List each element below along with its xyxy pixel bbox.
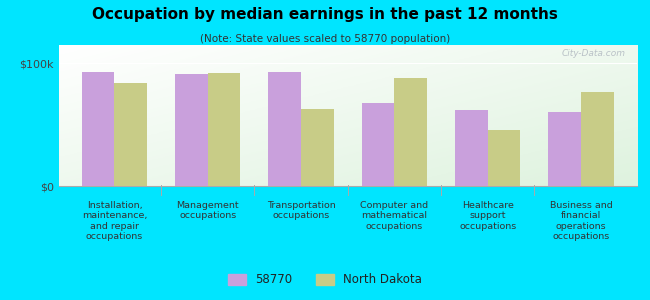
Bar — [362, 103, 395, 186]
Text: Healthcare
support
occupations: Healthcare support occupations — [459, 201, 516, 231]
Text: Business and
financial
operations
occupations: Business and financial operations occupa… — [550, 201, 612, 241]
Bar — [581, 92, 614, 186]
Bar — [488, 130, 521, 186]
Text: City-Data.com: City-Data.com — [562, 49, 625, 58]
Bar — [549, 112, 581, 186]
Text: Occupation by median earnings in the past 12 months: Occupation by median earnings in the pas… — [92, 8, 558, 22]
Bar — [114, 83, 147, 186]
Bar — [208, 73, 240, 186]
Bar — [175, 74, 208, 186]
Bar — [455, 110, 488, 186]
Text: Management
occupations: Management occupations — [177, 201, 239, 220]
Bar — [301, 109, 333, 186]
Text: Transportation
occupations: Transportation occupations — [266, 201, 335, 220]
Legend: 58770, North Dakota: 58770, North Dakota — [224, 269, 426, 291]
Bar — [82, 72, 114, 186]
Text: Computer and
mathematical
occupations: Computer and mathematical occupations — [360, 201, 428, 231]
Bar — [268, 72, 301, 186]
Text: (Note: State values scaled to 58770 population): (Note: State values scaled to 58770 popu… — [200, 34, 450, 44]
Bar — [395, 78, 427, 186]
Text: Installation,
maintenance,
and repair
occupations: Installation, maintenance, and repair oc… — [82, 201, 147, 241]
